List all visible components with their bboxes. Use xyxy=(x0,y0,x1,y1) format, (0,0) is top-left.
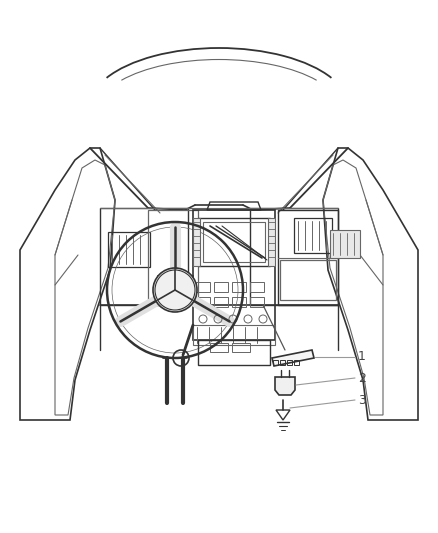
Bar xyxy=(250,282,264,292)
Bar xyxy=(250,297,264,307)
Bar xyxy=(196,282,210,292)
Text: 2: 2 xyxy=(358,372,366,384)
Bar xyxy=(148,210,198,300)
Bar xyxy=(280,360,285,365)
Bar xyxy=(100,208,188,305)
Bar xyxy=(214,282,228,292)
Bar xyxy=(108,232,150,267)
Bar xyxy=(280,260,336,300)
Polygon shape xyxy=(275,377,295,395)
Text: 1: 1 xyxy=(358,351,366,364)
Bar xyxy=(273,360,278,365)
Bar xyxy=(232,282,246,292)
Bar xyxy=(157,275,169,283)
Bar xyxy=(294,218,332,253)
Polygon shape xyxy=(272,350,314,366)
Bar xyxy=(203,222,265,262)
Bar xyxy=(268,218,275,266)
Bar xyxy=(196,297,210,307)
Bar xyxy=(232,343,250,352)
Bar xyxy=(210,343,228,352)
Bar xyxy=(232,297,246,307)
Bar xyxy=(250,208,338,305)
Bar xyxy=(193,325,275,345)
Bar xyxy=(198,218,270,266)
Bar xyxy=(214,297,228,307)
Bar xyxy=(330,230,360,258)
Bar xyxy=(198,340,270,365)
Bar xyxy=(278,210,338,305)
Bar xyxy=(294,360,299,365)
Bar xyxy=(181,275,193,283)
Text: 3: 3 xyxy=(358,393,366,407)
Bar xyxy=(193,218,200,266)
Circle shape xyxy=(153,268,197,312)
Bar xyxy=(287,360,292,365)
Bar xyxy=(193,210,275,340)
